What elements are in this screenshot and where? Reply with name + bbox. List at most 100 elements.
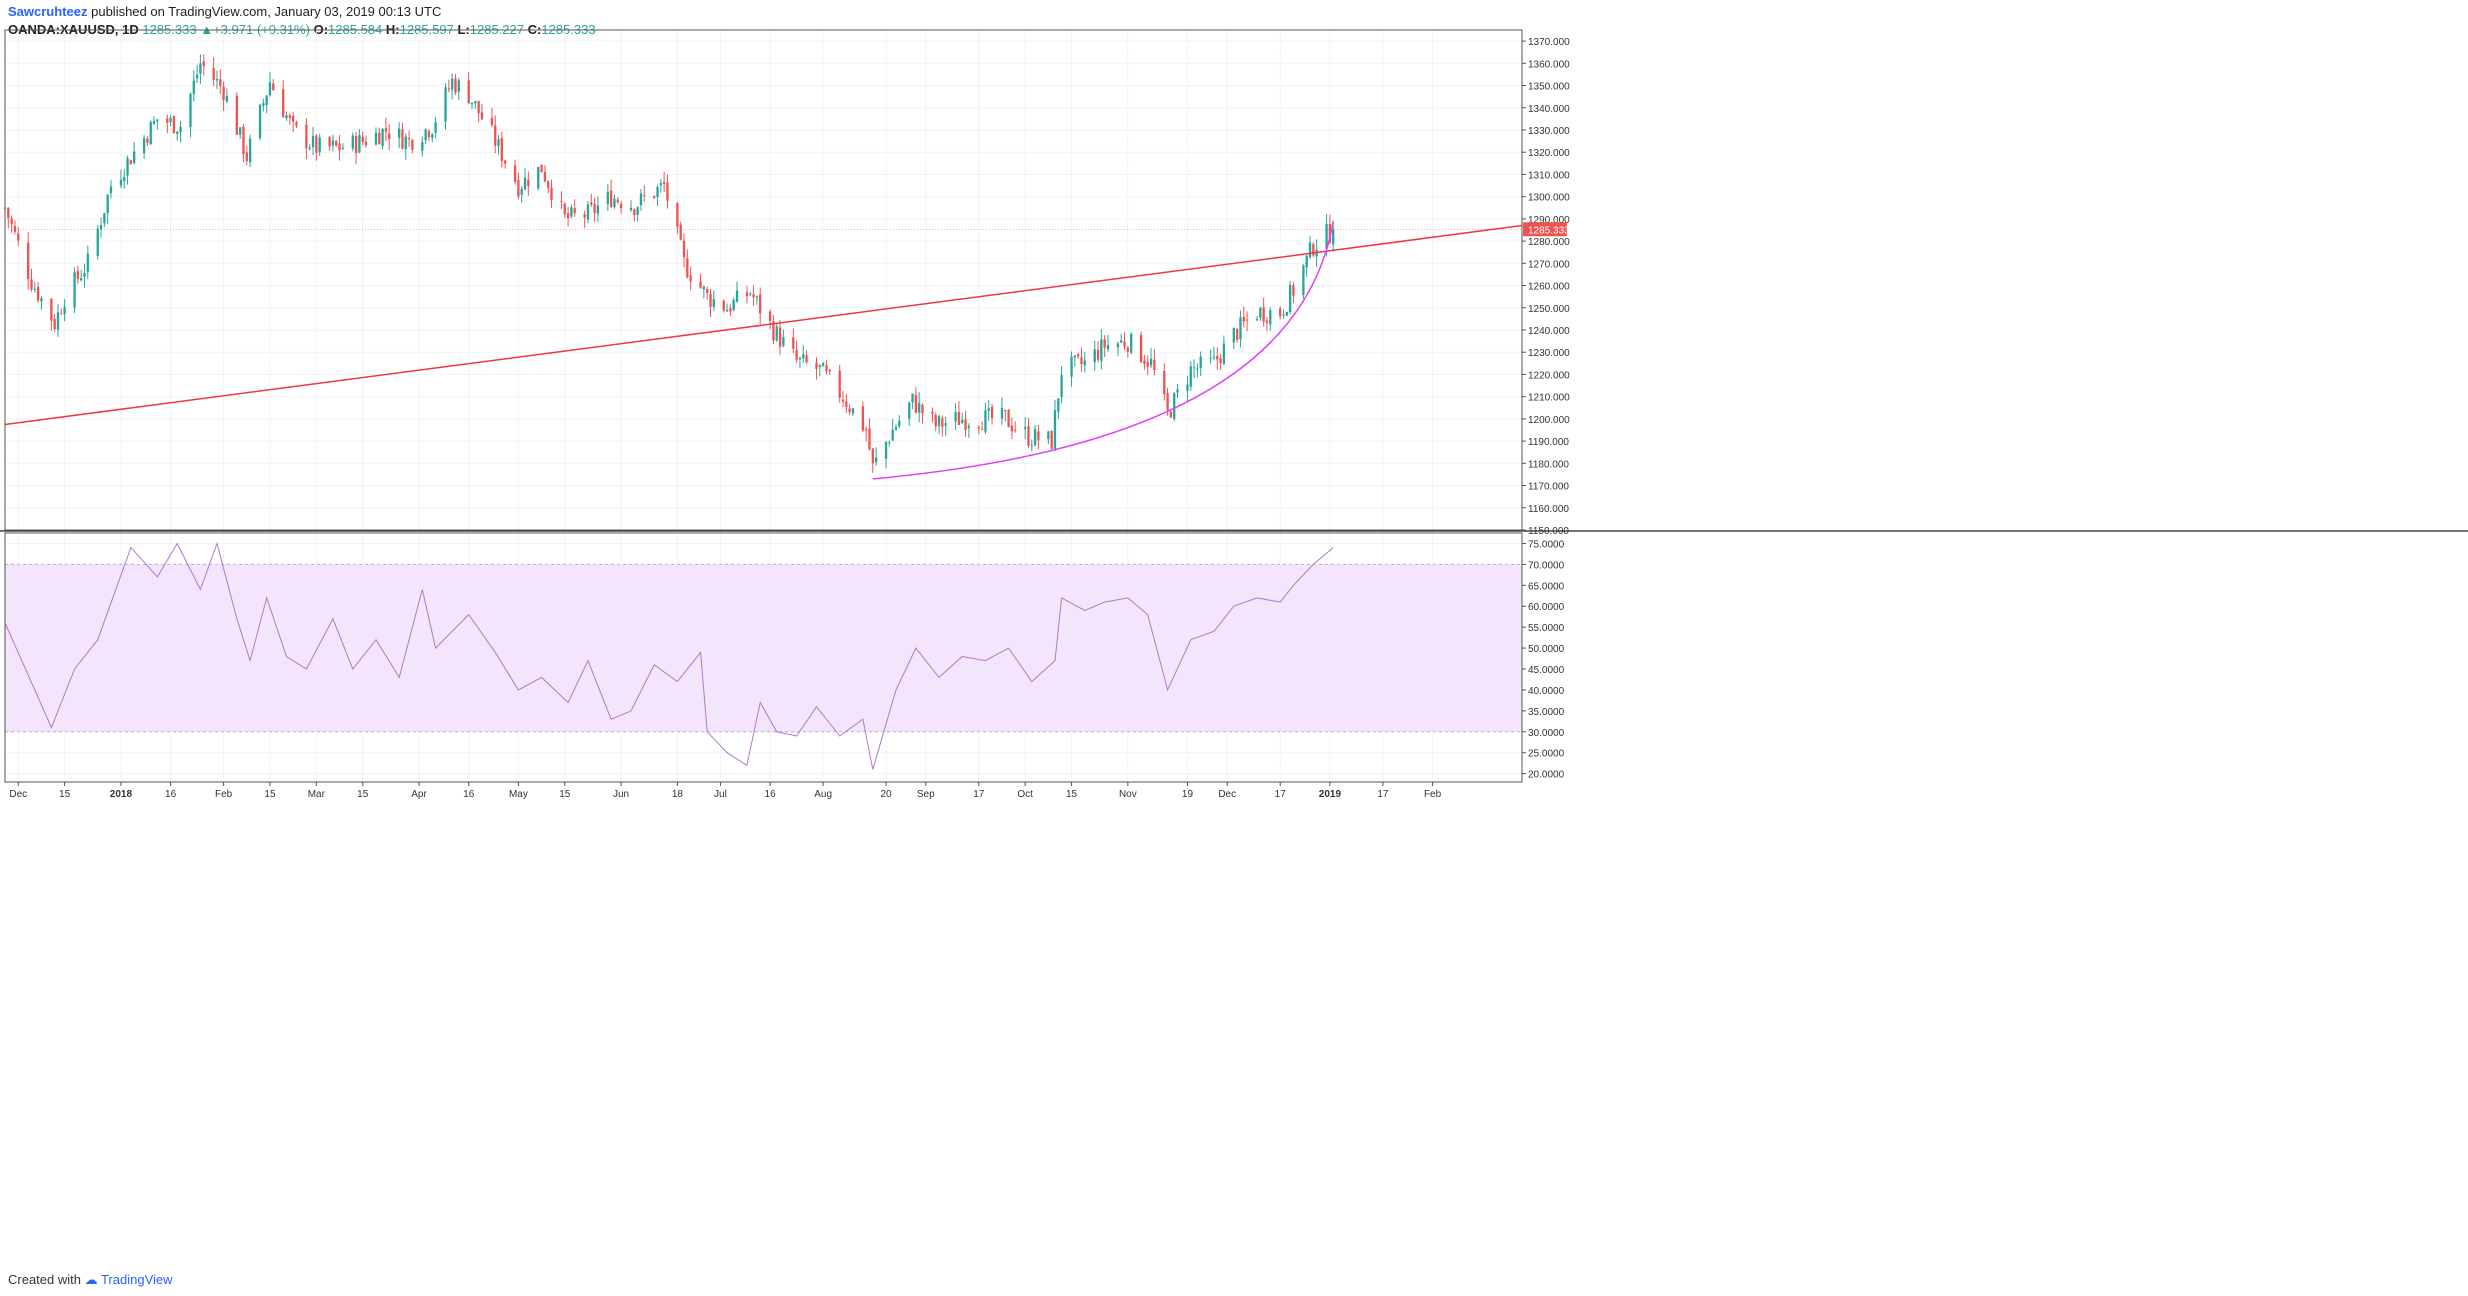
- price-tick-label: 1300.000: [1528, 193, 1570, 204]
- time-tick-label: 15: [357, 789, 369, 800]
- candle-body: [1173, 393, 1176, 420]
- candle-body: [10, 218, 13, 225]
- candle-body: [268, 82, 272, 96]
- candle-body: [821, 363, 825, 367]
- candle-body: [364, 141, 368, 146]
- candle-body: [272, 83, 275, 91]
- candle-body: [795, 350, 798, 360]
- candle-body: [1146, 362, 1149, 367]
- candle-body: [1149, 358, 1153, 366]
- candle-body: [30, 279, 33, 290]
- candle-body: [1053, 410, 1057, 450]
- candle-body: [941, 418, 944, 428]
- candle-body: [288, 115, 292, 118]
- candle-body: [1027, 426, 1030, 446]
- candle-body: [1269, 310, 1272, 325]
- candle-body: [351, 135, 354, 149]
- candle-body: [56, 312, 60, 330]
- candle-body: [1242, 316, 1245, 322]
- candle-body: [106, 194, 109, 214]
- time-tick-label: 17: [973, 789, 985, 800]
- candle-body: [176, 131, 179, 134]
- axes: 1150.000 1160.000 1170.000 1180.000 1190.000…: [9, 37, 1570, 800]
- candle-body: [566, 213, 570, 219]
- candle-body: [480, 112, 484, 120]
- candle-body: [1096, 349, 1100, 360]
- publisher-line: Sawcruhteez published on TradingView.com…: [8, 4, 441, 19]
- candle-body: [335, 141, 338, 146]
- candle-body: [706, 288, 709, 293]
- candle-body: [702, 286, 706, 290]
- candle-body: [818, 364, 821, 368]
- candle-body: [397, 128, 401, 138]
- candle-body: [308, 147, 311, 149]
- candle-body: [841, 399, 845, 402]
- rsi-tick-label: 75.0000: [1528, 539, 1565, 550]
- candle-body: [1047, 431, 1050, 440]
- candle-body: [40, 298, 43, 302]
- candle-body: [384, 128, 388, 132]
- time-tick-label: 20: [880, 789, 892, 800]
- candle-body: [407, 138, 411, 140]
- candle-body: [1007, 409, 1010, 428]
- time-tick-label: Oct: [1017, 789, 1033, 800]
- candle-body: [1060, 375, 1063, 397]
- candle-body: [911, 393, 914, 403]
- candle-body: [1262, 307, 1265, 322]
- candle-body: [258, 104, 262, 139]
- candle-body: [639, 193, 643, 206]
- price-tick-label: 1290.000: [1528, 215, 1570, 226]
- candle-body: [586, 204, 590, 220]
- price-tick-label: 1340.000: [1528, 104, 1570, 115]
- candle-body: [83, 273, 86, 277]
- candle-body: [1245, 319, 1249, 321]
- candle-body: [775, 326, 778, 341]
- candle-body: [1143, 360, 1146, 364]
- candle-body: [570, 207, 573, 217]
- candle-body: [354, 135, 358, 153]
- candle-body: [1010, 425, 1014, 432]
- price-tick-label: 1260.000: [1528, 282, 1570, 293]
- time-tick-label: 16: [463, 789, 475, 800]
- candle-body: [1073, 355, 1077, 358]
- candle-body: [33, 288, 36, 290]
- candle-body: [1093, 349, 1096, 363]
- candle-body: [103, 212, 106, 224]
- candle-body: [540, 164, 543, 173]
- candle-body: [169, 117, 172, 123]
- candle-body: [543, 172, 547, 182]
- candle-body: [361, 136, 364, 142]
- candle-body: [27, 242, 30, 280]
- candle-body: [987, 408, 990, 411]
- candle-body: [957, 412, 961, 425]
- author-link[interactable]: Sawcruhteez: [8, 4, 88, 19]
- candle-body: [1308, 242, 1312, 258]
- candle-body: [1103, 339, 1106, 348]
- candle-body: [802, 354, 805, 359]
- time-tick-label: Sep: [917, 789, 935, 800]
- candle-body: [80, 278, 83, 281]
- candle-body: [13, 226, 17, 232]
- tradingview-link[interactable]: TradingView: [101, 1272, 173, 1287]
- candle-body: [444, 87, 447, 122]
- candle-body: [1153, 359, 1156, 371]
- candle-body: [311, 135, 315, 148]
- candle-body: [421, 142, 424, 151]
- candle-body: [96, 228, 99, 256]
- time-tick-label: 17: [1275, 789, 1287, 800]
- candle-body: [643, 195, 646, 197]
- candle-body: [1332, 229, 1335, 245]
- candle-body: [1000, 407, 1004, 419]
- candle-body: [1222, 343, 1226, 365]
- price-tick-label: 1320.000: [1528, 148, 1570, 159]
- candle-body: [918, 402, 921, 413]
- price-tick-label: 1190.000: [1528, 437, 1569, 448]
- candle-body: [219, 79, 222, 87]
- candle-body: [146, 138, 149, 143]
- candle-body: [1139, 335, 1143, 363]
- rsi-tick-label: 25.0000: [1528, 749, 1565, 760]
- candle-body: [699, 281, 702, 288]
- candle-body: [656, 186, 659, 198]
- time-tick-label: Feb: [1424, 789, 1442, 800]
